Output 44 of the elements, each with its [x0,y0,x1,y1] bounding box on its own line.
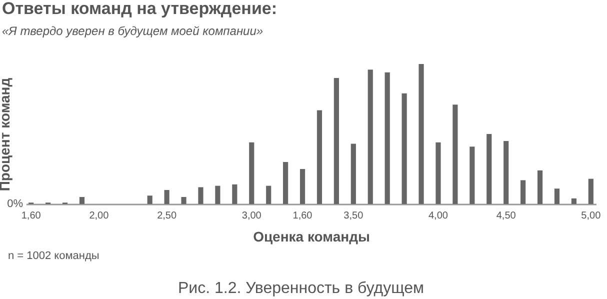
bar [504,141,509,204]
x-tick-label: 1,60 [292,210,313,222]
x-tick-label: 4,00 [428,210,448,222]
bar [537,170,543,204]
bar [588,178,594,204]
bar [418,64,424,204]
bar [232,184,238,204]
chart-subtitle: «Я твердо уверен в будущем моей компании» [2,24,264,38]
bar [79,197,85,204]
bar [283,162,288,204]
text: n = 1002 команды [8,250,100,262]
bar [554,188,560,204]
x-axis-title: Оценка команды [253,228,370,244]
text: Рис. 1.2. Уверенность в будущем [178,280,424,297]
bar [147,196,152,204]
x-tick-label: 1,60 [21,210,42,222]
x-tick-label: 5,00 [581,210,602,222]
bar [452,104,458,204]
bar [181,197,186,204]
x-tick-label: 3,00 [242,210,262,222]
bar [249,142,254,204]
bar [402,93,407,204]
bar [334,78,339,204]
bar [164,190,170,204]
bar [215,186,220,204]
bar [316,110,322,204]
bar [368,70,373,204]
x-tick-label: 2,00 [89,210,110,222]
bar [571,198,576,204]
bar [470,146,475,204]
text: 0% [7,198,24,210]
bar [300,169,306,204]
bar [486,134,492,204]
x-tick-label: 2,50 [157,210,177,222]
bar [198,187,204,204]
bar [520,180,526,204]
y-axis-title: Процент команд [0,78,12,192]
bar [436,142,441,204]
bar [384,72,390,204]
x-tick-label: 4,50 [496,210,516,222]
bar [266,186,272,204]
bar [350,144,356,204]
x-tick-label: 3,50 [344,210,364,222]
chart-title: Ответы команд на утверждение: [2,0,278,18]
